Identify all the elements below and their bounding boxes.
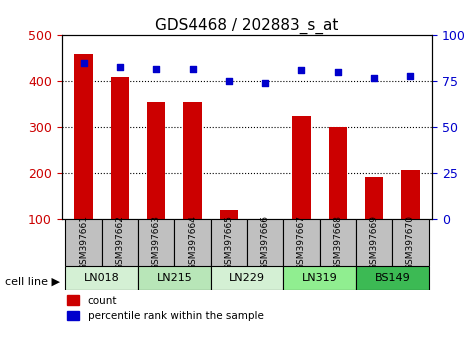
Bar: [147, 102, 165, 266]
Text: GSM397670: GSM397670: [406, 215, 415, 270]
Bar: [183, 102, 201, 266]
Bar: [329, 127, 347, 266]
Text: cell line ▶: cell line ▶: [5, 276, 60, 286]
FancyBboxPatch shape: [66, 266, 138, 290]
Bar: [401, 170, 419, 266]
Text: GSM397664: GSM397664: [188, 215, 197, 270]
Legend: count, percentile rank within the sample: count, percentile rank within the sample: [67, 296, 264, 321]
Text: BS149: BS149: [374, 273, 410, 283]
FancyBboxPatch shape: [283, 219, 320, 266]
Text: LN229: LN229: [229, 273, 265, 283]
Text: GSM397665: GSM397665: [224, 215, 233, 270]
FancyBboxPatch shape: [211, 219, 247, 266]
FancyBboxPatch shape: [320, 219, 356, 266]
Bar: [75, 54, 93, 266]
Point: [334, 69, 342, 75]
Text: GSM397663: GSM397663: [152, 215, 161, 270]
Title: GDS4468 / 202883_s_at: GDS4468 / 202883_s_at: [155, 18, 339, 34]
Bar: [220, 210, 238, 266]
FancyBboxPatch shape: [392, 219, 428, 266]
Bar: [111, 77, 129, 266]
Text: LN018: LN018: [84, 273, 120, 283]
Text: GSM397667: GSM397667: [297, 215, 306, 270]
Point: [189, 66, 196, 72]
FancyBboxPatch shape: [138, 219, 174, 266]
Text: GSM397662: GSM397662: [115, 215, 124, 270]
Point: [370, 75, 378, 81]
FancyBboxPatch shape: [174, 219, 211, 266]
FancyBboxPatch shape: [247, 219, 283, 266]
Text: GSM397666: GSM397666: [261, 215, 270, 270]
Point: [261, 80, 269, 86]
FancyBboxPatch shape: [356, 266, 428, 290]
Bar: [256, 219, 274, 266]
Bar: [365, 177, 383, 266]
FancyBboxPatch shape: [138, 266, 211, 290]
Point: [152, 66, 160, 72]
FancyBboxPatch shape: [211, 266, 283, 290]
FancyBboxPatch shape: [283, 266, 356, 290]
Text: GSM397668: GSM397668: [333, 215, 342, 270]
Text: LN215: LN215: [156, 273, 192, 283]
Point: [116, 64, 124, 69]
FancyBboxPatch shape: [356, 219, 392, 266]
Point: [407, 73, 414, 79]
FancyBboxPatch shape: [102, 219, 138, 266]
FancyBboxPatch shape: [66, 219, 102, 266]
Bar: [293, 116, 311, 266]
Point: [298, 68, 305, 73]
Point: [225, 79, 233, 84]
Text: LN319: LN319: [302, 273, 338, 283]
Text: GSM397669: GSM397669: [370, 215, 379, 270]
Text: GSM397661: GSM397661: [79, 215, 88, 270]
Point: [80, 60, 87, 66]
